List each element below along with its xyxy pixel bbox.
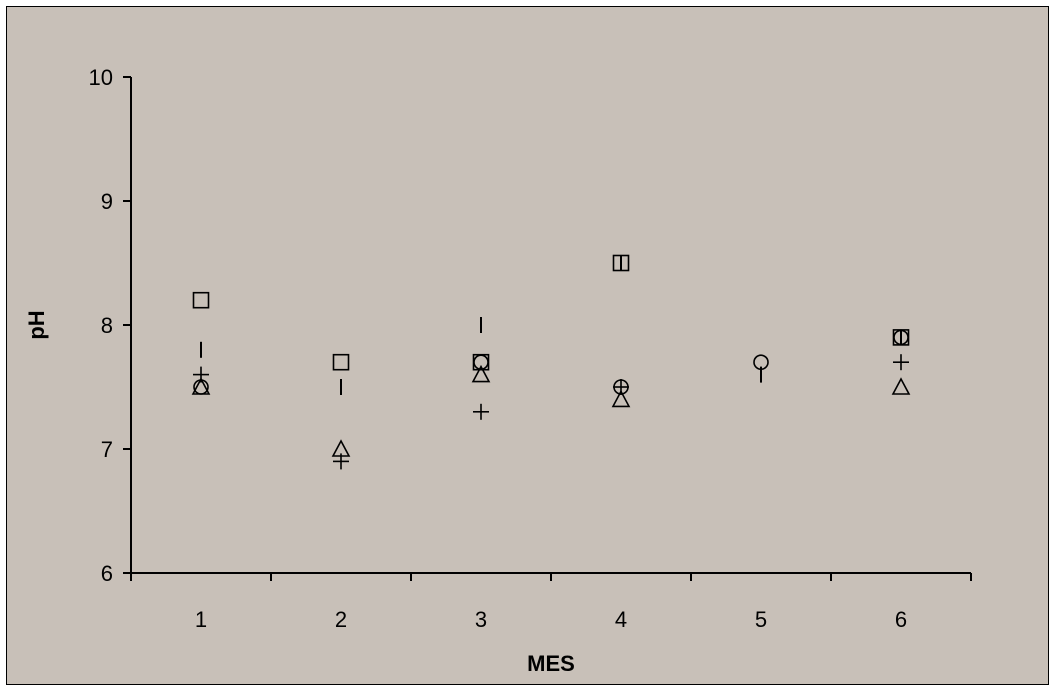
circle-marker [473, 354, 489, 371]
square-marker [192, 291, 210, 309]
x-tick-label: 4 [615, 607, 627, 632]
scatter-plot: 6 7 8 9 10 1 2 3 4 5 6 MES pH [24, 65, 972, 676]
circle-marker [613, 379, 629, 395]
y-tick-label: 6 [101, 561, 113, 586]
x-tick-label: 3 [475, 607, 487, 632]
y-tick-label: 10 [89, 65, 113, 90]
circle-marker [893, 329, 909, 346]
triangle-marker [891, 377, 911, 395]
triangle-marker [611, 389, 631, 408]
y-tick-label: 7 [101, 437, 113, 462]
tick-labels: 6 7 8 9 10 1 2 3 4 5 6 [89, 65, 908, 632]
data-markers [191, 254, 911, 470]
x-tick-label: 6 [895, 607, 907, 632]
triangle-marker [331, 439, 351, 457]
y-tick-label: 8 [101, 313, 113, 338]
x-tick-label: 2 [335, 607, 347, 632]
circle-marker [753, 354, 769, 371]
triangle-marker [191, 377, 211, 395]
x-tick-label: 1 [195, 607, 207, 632]
x-axis-title: MES [527, 651, 575, 676]
y-tick-label: 9 [101, 189, 113, 214]
plus-marker [473, 403, 489, 420]
x-tick-label: 5 [755, 607, 767, 632]
chart-frame: 6 7 8 9 10 1 2 3 4 5 6 MES pH [6, 6, 1049, 685]
triangle-marker [471, 364, 491, 383]
y-axis-title: pH [24, 310, 49, 339]
square-marker [332, 353, 350, 371]
axes [123, 76, 972, 581]
plus-marker [893, 354, 909, 371]
